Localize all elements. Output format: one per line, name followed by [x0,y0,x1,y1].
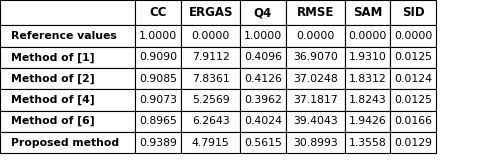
Text: Method of [6]: Method of [6] [11,116,95,126]
Text: SID: SID [402,6,425,19]
Text: 1.9310: 1.9310 [349,52,386,62]
Text: 1.9426: 1.9426 [349,116,386,126]
Bar [240,0,286,25]
Bar [240,25,286,47]
Text: 0.0000: 0.0000 [394,31,433,41]
Bar [240,132,286,153]
Bar [135,132,181,153]
Text: Method of [1]: Method of [1] [11,52,94,62]
Bar [181,47,240,68]
Text: 0.0125: 0.0125 [394,95,432,105]
Text: 0.4024: 0.4024 [244,116,282,126]
Bar [286,47,345,68]
Bar [0,0,135,25]
Bar [345,25,390,47]
Text: 0.0000: 0.0000 [296,31,335,41]
Text: Method of [2]: Method of [2] [11,74,95,84]
Text: 0.0166: 0.0166 [394,116,432,126]
Bar [0,89,135,111]
Bar [0,132,135,153]
Text: Reference values: Reference values [11,31,117,41]
Bar [135,89,181,111]
Text: SAM: SAM [353,6,382,19]
Text: 1.3558: 1.3558 [349,138,386,148]
Bar [181,25,240,47]
Text: Q4: Q4 [254,6,272,19]
Text: 0.8965: 0.8965 [139,116,177,126]
Bar [0,25,135,47]
Bar [286,0,345,25]
Bar [0,68,135,89]
Text: 1.8312: 1.8312 [349,74,386,84]
Text: 0.0129: 0.0129 [394,138,432,148]
Bar [390,89,436,111]
Text: 0.9073: 0.9073 [139,95,177,105]
Bar [345,132,390,153]
Bar [181,111,240,132]
Text: 39.4043: 39.4043 [293,116,338,126]
Bar [390,68,436,89]
Bar [286,111,345,132]
Text: 7.8361: 7.8361 [192,74,230,84]
Bar [345,111,390,132]
Bar [240,111,286,132]
Text: 0.5615: 0.5615 [244,138,282,148]
Bar [181,0,240,25]
Bar [345,89,390,111]
Text: 0.4126: 0.4126 [244,74,282,84]
Bar [240,68,286,89]
Bar [286,68,345,89]
Bar [0,111,135,132]
Text: 0.9389: 0.9389 [139,138,177,148]
Text: 5.2569: 5.2569 [192,95,230,105]
Bar [135,68,181,89]
Bar [345,0,390,25]
Text: ERGAS: ERGAS [188,6,233,19]
Bar [240,89,286,111]
Bar [0,47,135,68]
Bar [240,47,286,68]
Bar [181,89,240,111]
Text: 0.0124: 0.0124 [394,74,432,84]
Text: 0.0000: 0.0000 [348,31,387,41]
Text: Proposed method: Proposed method [11,138,119,148]
Bar [135,25,181,47]
Bar [390,47,436,68]
Bar [135,111,181,132]
Text: 1.8243: 1.8243 [349,95,386,105]
Bar [390,132,436,153]
Bar [345,47,390,68]
Bar [286,89,345,111]
Text: 0.9090: 0.9090 [139,52,177,62]
Text: RMSE: RMSE [296,6,334,19]
Text: 30.8993: 30.8993 [293,138,338,148]
Text: 4.7915: 4.7915 [192,138,230,148]
Bar [390,0,436,25]
Text: Method of [4]: Method of [4] [11,95,95,105]
Bar [390,111,436,132]
Bar [181,68,240,89]
Bar [345,68,390,89]
Text: 37.1817: 37.1817 [293,95,338,105]
Text: 0.0000: 0.0000 [191,31,230,41]
Bar [135,47,181,68]
Text: 0.0125: 0.0125 [394,52,432,62]
Bar [135,0,181,25]
Text: 6.2643: 6.2643 [192,116,230,126]
Text: CC: CC [149,6,167,19]
Text: 7.9112: 7.9112 [192,52,230,62]
Bar [390,25,436,47]
Text: 0.4096: 0.4096 [244,52,282,62]
Text: 0.9085: 0.9085 [139,74,177,84]
Text: 1.0000: 1.0000 [244,31,282,41]
Bar [286,132,345,153]
Text: 37.0248: 37.0248 [293,74,338,84]
Bar [181,132,240,153]
Text: 0.3962: 0.3962 [244,95,282,105]
Text: 1.0000: 1.0000 [139,31,177,41]
Bar [286,25,345,47]
Text: 36.9070: 36.9070 [293,52,338,62]
